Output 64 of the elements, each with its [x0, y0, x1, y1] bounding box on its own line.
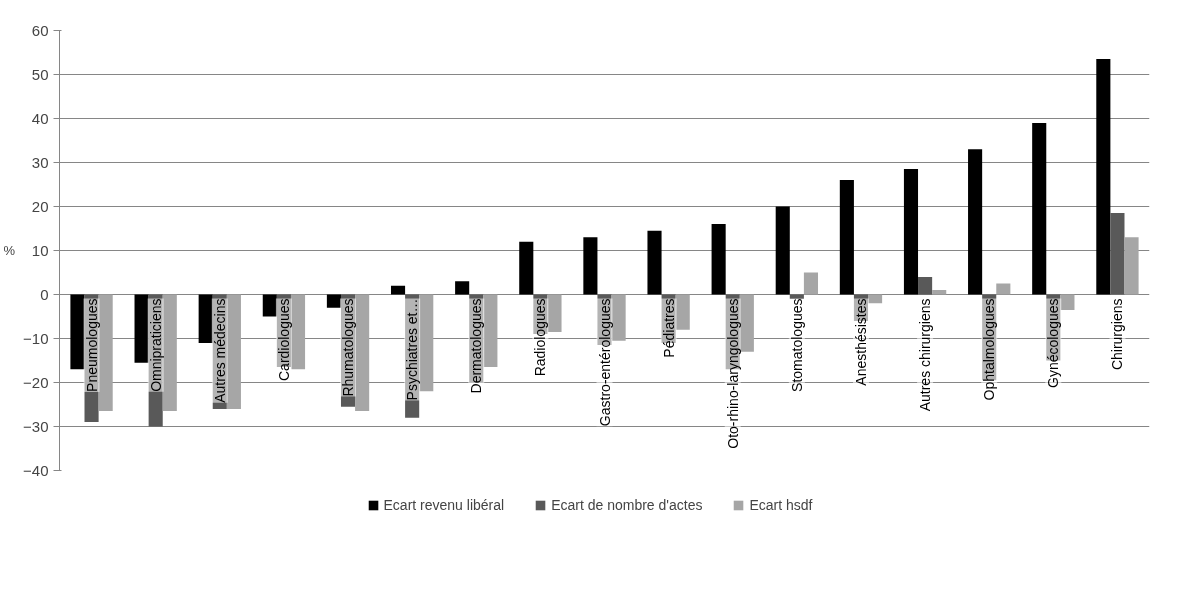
x-tick-label: Pneumologues: [83, 298, 100, 392]
bar: [968, 149, 983, 295]
legend-label: Ecart revenu libéral: [383, 497, 505, 513]
bar: [226, 294, 241, 409]
bar: [519, 241, 534, 295]
y-tick-label: 40: [31, 109, 49, 127]
bar: [390, 285, 406, 295]
bar: [98, 294, 113, 412]
y-tick-label: 20: [31, 197, 49, 215]
legend-label: Ecart de nombre d'actes: [551, 497, 703, 513]
bar: [789, 294, 804, 299]
bar: [1032, 122, 1047, 295]
bar: [583, 237, 598, 295]
bar: [198, 294, 213, 343]
y-tick-label: −10: [23, 329, 49, 347]
bar: [647, 230, 662, 295]
y-tick-label: 60: [31, 21, 49, 39]
bar: [1124, 237, 1139, 295]
bar: [134, 294, 149, 363]
x-tick-label: Oto-rhino-laryngologues: [724, 298, 741, 449]
x-tick-label: Autres chirurgiens: [917, 298, 934, 412]
y-tick-label: 10: [31, 241, 49, 259]
x-tick-label: Cardiologues: [275, 298, 292, 381]
legend-label: Ecart hsdf: [749, 497, 813, 513]
x-tick-label: Rhumatologues: [340, 298, 357, 397]
x-tick-label: Pédiatres: [660, 298, 677, 358]
bar: [711, 224, 726, 295]
x-tick-label: Gynécologues: [1045, 298, 1062, 388]
bar: [803, 272, 819, 295]
bar: [326, 294, 341, 308]
bar: [1060, 294, 1075, 310]
bar: [1110, 213, 1125, 295]
bar: [355, 294, 370, 412]
bar: [996, 283, 1011, 295]
x-tick-label: Ophtalmologues: [981, 298, 998, 401]
x-tick-label: Omnipraticiens: [147, 298, 164, 392]
x-tick-label: Autres médecins: [211, 298, 228, 403]
x-tick-label: Psychiatres et…: [404, 298, 421, 401]
bar: [419, 294, 434, 392]
bar: [775, 206, 790, 295]
x-tick-label: Chirurgiens: [1109, 298, 1126, 371]
bar: [262, 294, 277, 317]
y-tick-label: −30: [23, 417, 49, 435]
bar: [70, 294, 85, 370]
bar: [868, 294, 883, 304]
bar: [455, 281, 470, 295]
bar: [932, 290, 947, 295]
y-tick-label: −40: [23, 461, 49, 479]
bar: [162, 294, 177, 412]
bar: [903, 169, 919, 295]
y-tick-label: 30: [31, 153, 49, 171]
y-tick-label: 0: [40, 285, 49, 303]
y-axis-title: %: [3, 243, 16, 258]
y-tick-label: −20: [23, 373, 49, 391]
x-tick-label: Dermatologues: [468, 298, 485, 394]
bar: [839, 180, 854, 295]
x-tick-label: Radiologues: [532, 298, 549, 377]
x-tick-label: Anesthésistes: [852, 298, 869, 386]
bar: [918, 276, 933, 295]
bar: [611, 294, 626, 341]
y-tick-label: 50: [31, 65, 49, 83]
x-tick-label: Stomatologues: [788, 298, 805, 392]
bar: [1096, 59, 1111, 295]
x-tick-label: Gastro-entérologues: [596, 298, 613, 427]
